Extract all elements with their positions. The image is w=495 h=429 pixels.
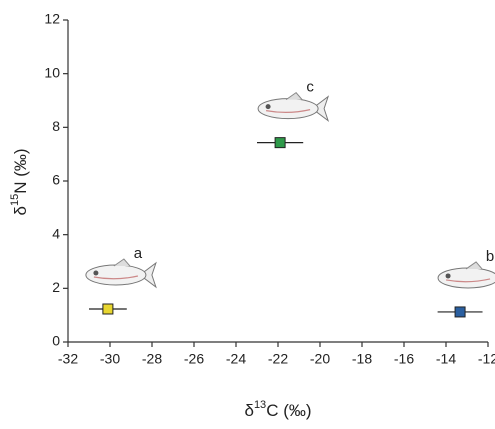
fish-icon — [257, 91, 330, 122]
x-tick-label: -12 — [478, 351, 495, 367]
x-label-symbol: δ — [244, 401, 253, 420]
point — [274, 137, 286, 149]
y-axis-label: δ15N (‰) — [9, 148, 31, 215]
x-tick-label: -26 — [184, 351, 204, 367]
y-label-sup: 15 — [9, 194, 21, 206]
y-tick-label: 0 — [52, 333, 60, 349]
point — [454, 306, 466, 318]
fish-eye — [93, 270, 99, 276]
y-tick-label: 10 — [44, 64, 60, 80]
y-tick-label: 6 — [52, 172, 60, 188]
y-tick-label: 12 — [44, 11, 60, 27]
point-label: b — [486, 248, 494, 265]
fish-tail — [139, 261, 157, 289]
fish-fin — [285, 91, 303, 101]
fish-icon — [85, 258, 157, 289]
x-tick-label: -14 — [436, 351, 456, 367]
y-tick-label: 2 — [52, 279, 60, 295]
point-label: c — [306, 79, 314, 96]
fish-stripe — [265, 109, 311, 113]
x-tick-label: -18 — [352, 351, 372, 367]
fish-stripe — [93, 275, 139, 280]
fish-eye — [445, 273, 451, 279]
x-tick-label: -30 — [100, 351, 120, 367]
fish-tail — [311, 95, 330, 122]
x-tick-label: -22 — [268, 351, 288, 367]
y-label-symbol: δ — [11, 206, 30, 215]
x-tick-label: -16 — [394, 351, 414, 367]
x-label-text: C (‰) — [266, 401, 311, 420]
y-label-text: N (‰) — [11, 148, 30, 193]
x-label-sup: 13 — [254, 399, 266, 411]
fish-eye — [265, 104, 271, 110]
y-tick-label: 8 — [52, 118, 60, 134]
x-tick-label: -28 — [142, 351, 162, 367]
x-tick-label: -20 — [310, 351, 330, 367]
x-tick-label: -32 — [58, 351, 78, 367]
x-tick-label: -24 — [226, 351, 246, 367]
point-label: a — [134, 245, 143, 262]
x-axis-label: δ13C (‰) — [244, 399, 311, 421]
point — [102, 303, 114, 315]
y-tick-label: 4 — [52, 225, 60, 241]
fish-stripe — [445, 278, 491, 283]
fish-fin — [465, 261, 483, 270]
fish-fin — [113, 258, 131, 267]
fish-icon — [437, 261, 495, 289]
